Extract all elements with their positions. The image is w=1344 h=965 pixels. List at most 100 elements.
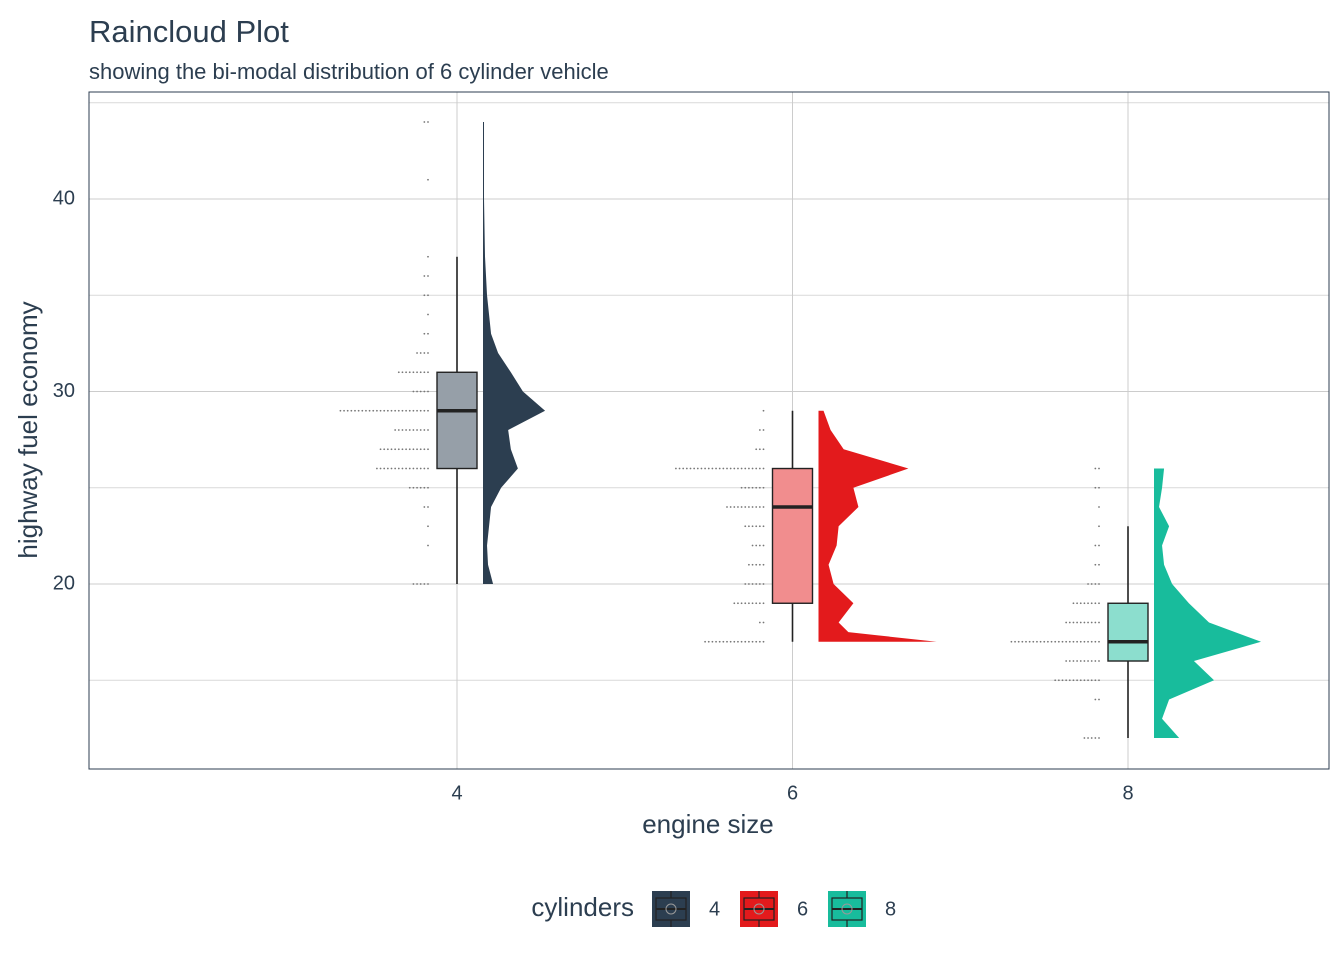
data-point [762,467,765,470]
data-point [1098,467,1100,470]
box [436,371,478,470]
data-point [419,448,422,451]
data-point [678,467,681,470]
data-point [1083,621,1086,624]
data-point [401,409,404,412]
data-point [412,390,415,393]
data-point [1057,679,1060,682]
data-point [423,371,426,374]
data-point [1090,660,1093,662]
data-point [751,602,754,605]
data-point [368,409,371,412]
data-point [758,448,761,451]
data-point [737,640,739,643]
data-point [1087,621,1089,624]
data-point [1087,737,1089,739]
data-point [412,467,415,470]
data-point [755,583,758,585]
data-point [405,409,407,412]
data-point [715,640,717,643]
data-point [427,467,429,470]
data-point [1098,525,1100,528]
data-point [762,506,765,508]
data-point [740,486,743,489]
data-point [1094,467,1097,470]
box [1107,602,1149,662]
data-point [427,121,429,123]
data-point [1098,563,1100,566]
data-point [416,429,418,431]
data-point [755,467,758,470]
data-point [416,448,418,451]
data-point [733,602,736,605]
data-point [423,390,426,393]
data-point [1094,486,1097,489]
data-point [1065,660,1068,662]
data-point [1094,602,1097,605]
data-point [423,121,426,123]
data-point [416,486,418,489]
data-point [729,467,732,470]
data-point [755,563,758,566]
data-point [423,583,426,585]
data-point [1090,679,1093,682]
data-point [755,525,758,528]
data-point [401,448,404,451]
data-point [412,371,415,374]
data-point [386,448,389,451]
y-tick-label: 30 [53,380,75,402]
data-point [1094,698,1097,701]
data-point [748,525,750,528]
data-point [427,178,429,181]
data-point [401,371,404,374]
data-point [394,409,397,412]
data-point [412,486,415,489]
data-point [339,409,342,412]
data-point [748,563,750,566]
data-point [357,409,360,412]
data-point [1087,583,1089,585]
data-point [1098,621,1100,624]
data-point [1076,621,1078,624]
data-point [751,525,754,528]
data-point [423,294,426,297]
data-point [376,409,378,412]
data-point [1094,737,1097,739]
x-axis-title: engine size [642,809,774,839]
data-point [751,486,754,489]
data-point [343,409,345,412]
x-tick-label: 8 [1122,782,1133,804]
legend: 4 6 8 [652,891,896,927]
data-point [427,390,429,393]
data-point [423,409,426,412]
data-point [758,563,761,566]
data-point [1098,602,1100,605]
data-point [1098,486,1100,489]
x-tick-label: 4 [451,782,462,804]
data-point [1094,640,1097,643]
data-point [726,640,728,643]
data-point [419,390,422,393]
data-point [427,409,429,412]
data-point [762,621,765,624]
data-point [423,467,426,470]
data-point [1076,660,1078,662]
legend-label: 4 [709,898,720,920]
data-point [1098,660,1100,662]
data-point [412,448,415,451]
data-point [416,371,418,374]
data-point [744,602,747,605]
data-point [405,429,407,431]
y-axis-title: highway fuel economy [13,301,43,558]
data-point [427,275,429,277]
data-point [707,640,710,643]
data-point [412,583,415,585]
data-point [729,640,732,643]
data-point [427,506,429,508]
data-point [427,525,429,528]
legend-key-point [665,903,677,915]
data-point [412,429,415,431]
legend-key-point [753,903,765,915]
data-point [1036,640,1038,643]
